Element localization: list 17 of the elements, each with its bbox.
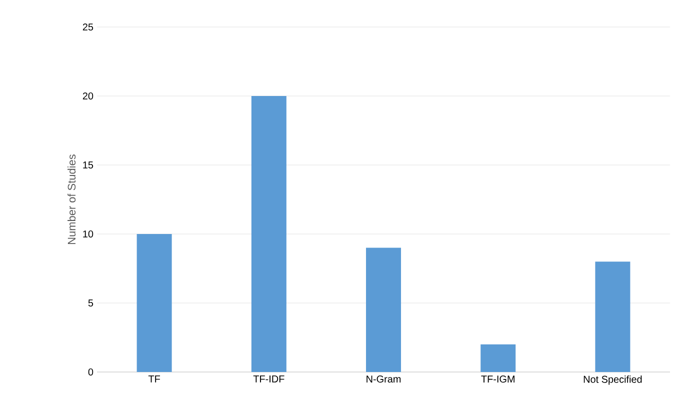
bar <box>366 248 402 372</box>
x-tick-label: TF-IGM <box>481 376 514 383</box>
y-tick-label: 15 <box>83 162 94 168</box>
bar <box>595 262 630 372</box>
y-tick-label: 10 <box>83 230 94 238</box>
x-tick-label: Not Specified <box>584 376 642 385</box>
x-tick-label: N-Gram <box>366 376 401 383</box>
y-tick-label: 5 <box>88 300 94 306</box>
y-axis-title: Number of Studies <box>68 154 76 244</box>
y-tick-label: 25 <box>82 23 94 31</box>
bar <box>136 234 172 372</box>
bar <box>480 344 516 372</box>
x-tick-label: TF-IDF <box>253 376 284 382</box>
y-tick-label: 20 <box>82 92 94 100</box>
y-tick-label: 0 <box>88 368 94 376</box>
bar <box>251 96 286 372</box>
x-tick-label: TF <box>148 376 160 382</box>
